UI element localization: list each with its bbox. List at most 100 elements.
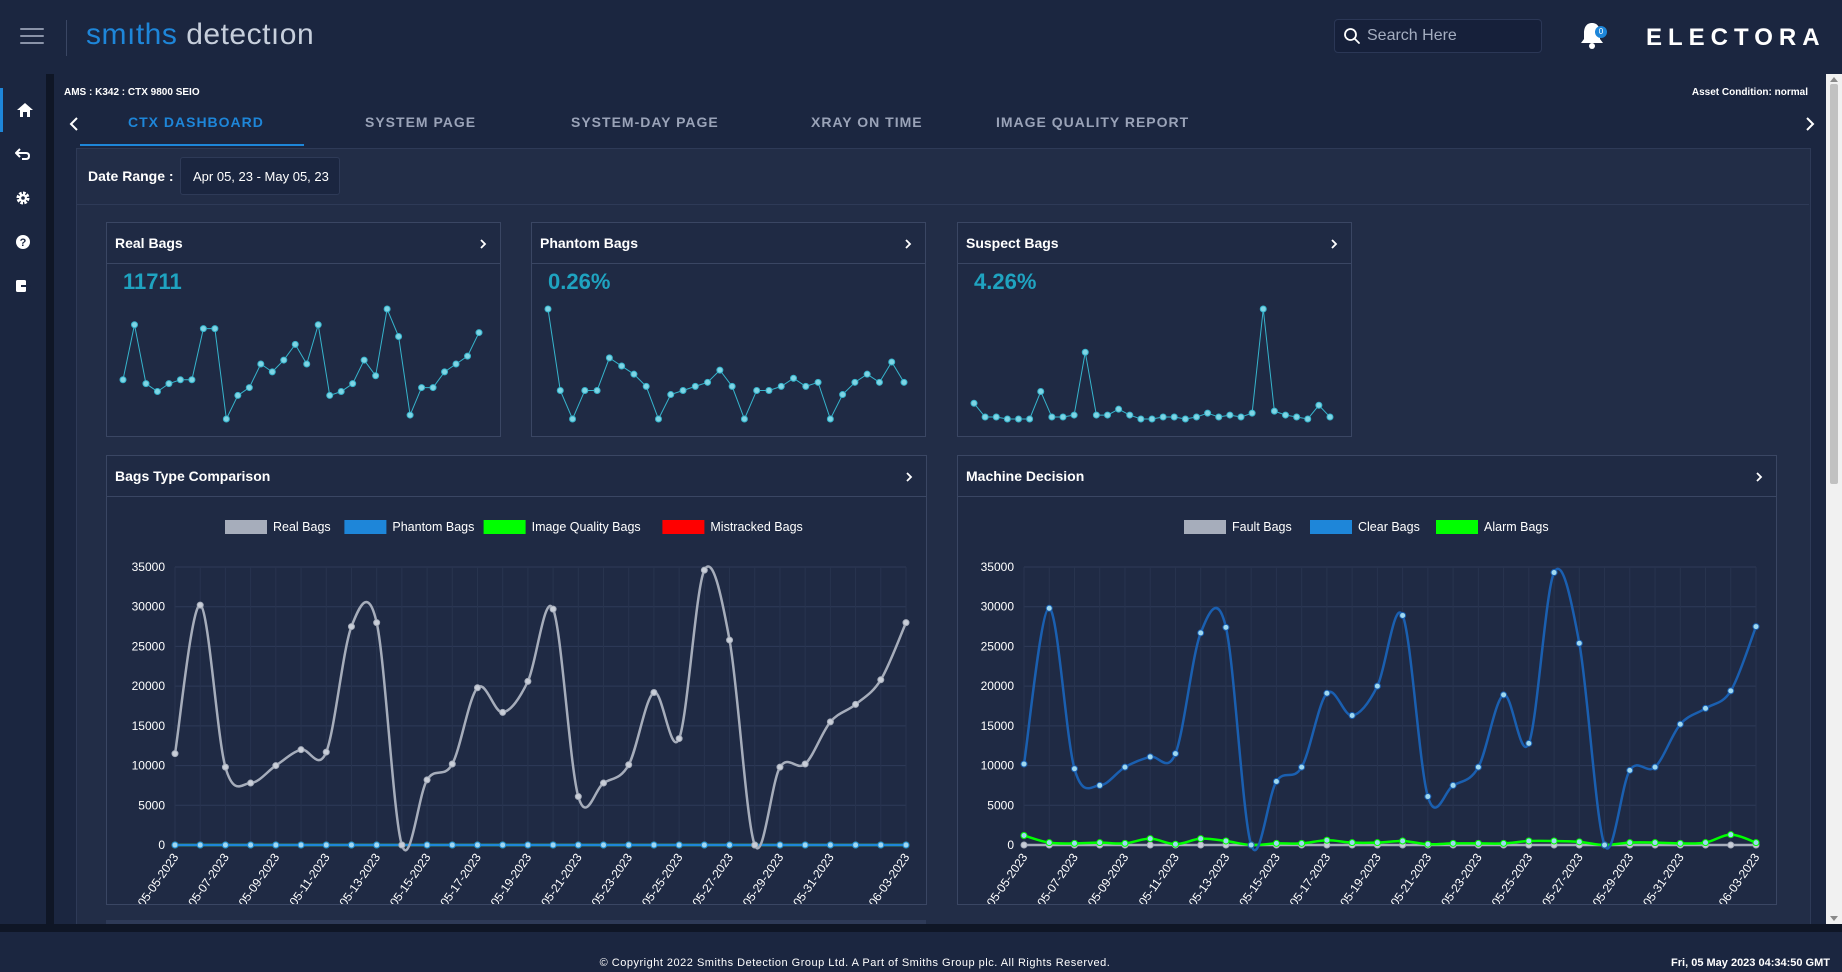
x-tick-label: 05-07-2023	[1034, 850, 1081, 904]
card-title: Bags Type Comparison	[115, 468, 271, 484]
scroll-thumb[interactable]	[1830, 84, 1838, 484]
series-point	[1070, 765, 1078, 773]
sparkline-point	[280, 356, 288, 364]
tab-system-page[interactable]: SYSTEM PAGE	[365, 114, 477, 130]
sparkline-point	[464, 352, 472, 360]
sparkline-point	[406, 411, 414, 419]
suspect-bags-card: Suspect Bags 4.26%	[957, 222, 1352, 437]
hamburger-menu-icon[interactable]	[20, 28, 44, 46]
series-point	[1096, 839, 1104, 847]
chevron-right-icon[interactable]	[1754, 471, 1764, 483]
sparkline-line	[973, 308, 1331, 420]
series-point	[1474, 839, 1482, 847]
chevron-right-icon[interactable]	[1329, 238, 1339, 250]
tab-image-quality-report[interactable]: IMAGE QUALITY REPORT	[996, 114, 1190, 130]
series-point	[675, 735, 683, 743]
series-point	[1171, 750, 1179, 758]
sparkline-line	[547, 308, 905, 421]
series-point	[221, 763, 229, 771]
card-title: Suspect Bags	[966, 235, 1059, 251]
sparkline-point	[119, 376, 127, 384]
series-point	[499, 708, 507, 716]
scroll-down-icon[interactable]	[1830, 916, 1838, 921]
sidebar-item-settings[interactable]	[0, 176, 46, 220]
series-point	[1298, 763, 1306, 771]
page-scrollbar[interactable]	[1826, 74, 1842, 924]
series-point	[1752, 623, 1760, 631]
card-title: Phantom Bags	[540, 235, 639, 251]
series-point	[272, 841, 280, 849]
x-tick-label: 05-17-2023	[437, 850, 484, 904]
series-point	[600, 841, 608, 849]
series-point	[852, 841, 860, 849]
sparkline-point	[581, 386, 589, 394]
series-point	[1550, 569, 1558, 577]
brand-name: ELECTORA	[1646, 24, 1826, 51]
smiths-detection-logo: smıths detectıon	[86, 18, 314, 52]
sparkline-point	[130, 321, 138, 329]
sidebar-item-logout[interactable]	[0, 264, 46, 308]
sparkline-point	[383, 305, 391, 313]
sparkline-point	[875, 378, 883, 386]
series-point	[297, 841, 305, 849]
chevron-right-icon[interactable]	[903, 238, 913, 250]
sparkline-point	[1092, 411, 1100, 419]
tab-ctx-dashboard[interactable]: CTX DASHBOARD	[128, 114, 264, 130]
footer: © Copyright 2022 Smiths Detection Group …	[0, 924, 1842, 972]
search-box[interactable]	[1334, 19, 1542, 53]
home-icon	[16, 103, 33, 117]
sparkline-point	[337, 388, 345, 395]
tab-xray-on-time[interactable]: XRAY ON TIME	[811, 114, 923, 130]
sparkline-point	[326, 391, 334, 399]
sidebar-item-home[interactable]	[0, 88, 46, 132]
help-icon: ?	[16, 235, 30, 249]
sparkline-point	[199, 325, 207, 333]
sparkline-point	[142, 380, 150, 388]
sparkline-point	[1081, 348, 1089, 356]
tabs-right-chevron-icon[interactable]	[1802, 116, 1818, 132]
machine-decision-chart: 0 5000 10000 15000 20000 25000 30000 35000 05-05…	[981, 520, 1763, 904]
series-point	[1020, 841, 1028, 849]
sidebar-item-back[interactable]	[0, 132, 46, 176]
series-point	[1399, 611, 1407, 619]
sparkline-point	[1248, 409, 1256, 417]
date-range-input[interactable]: Apr 05, 23 - May 05, 23	[180, 157, 340, 195]
series-point	[726, 841, 734, 849]
y-tick-label: 15000	[132, 719, 166, 733]
search-input[interactable]	[1367, 20, 1533, 52]
scroll-up-icon[interactable]	[1830, 77, 1838, 82]
tab-system-day-page[interactable]: SYSTEM-DAY PAGE	[571, 114, 719, 130]
legend-label: Phantom Bags	[392, 520, 474, 534]
sparkline-point	[291, 340, 299, 348]
sparkline-point	[691, 382, 699, 390]
series-point	[625, 841, 633, 849]
series-point	[1348, 712, 1356, 720]
real-bags-card: Real Bags 11711	[106, 222, 501, 437]
series-point	[826, 718, 834, 726]
series-point	[1651, 763, 1659, 771]
y-tick-label: 20000	[981, 679, 1015, 693]
sparkline-point	[1270, 407, 1278, 415]
sparkline-point	[176, 376, 184, 384]
sparkline-point	[1215, 413, 1223, 421]
series-point	[1045, 839, 1053, 847]
series-point	[549, 841, 557, 849]
real-bags-metric: 11711	[123, 269, 182, 294]
sparkline-point	[245, 384, 253, 392]
series-point	[1222, 623, 1230, 631]
series-point	[902, 619, 910, 627]
series-point	[1197, 841, 1205, 849]
tabs-left-chevron-icon[interactable]	[66, 116, 82, 132]
chevron-right-icon[interactable]	[478, 238, 488, 250]
sparkline-point	[1026, 415, 1034, 423]
chevron-right-icon[interactable]	[904, 471, 914, 483]
series-point	[322, 748, 330, 756]
card-header: Bags Type Comparison	[107, 456, 926, 497]
x-tick-label: 05-09-2023	[236, 850, 283, 904]
series-point	[549, 605, 557, 613]
notification-bell-icon[interactable]: 0	[1579, 20, 1609, 54]
series-point	[902, 841, 910, 849]
series-point	[1525, 739, 1533, 747]
sidebar-item-help[interactable]: ?	[0, 220, 46, 264]
sparkline-point	[1159, 413, 1167, 421]
